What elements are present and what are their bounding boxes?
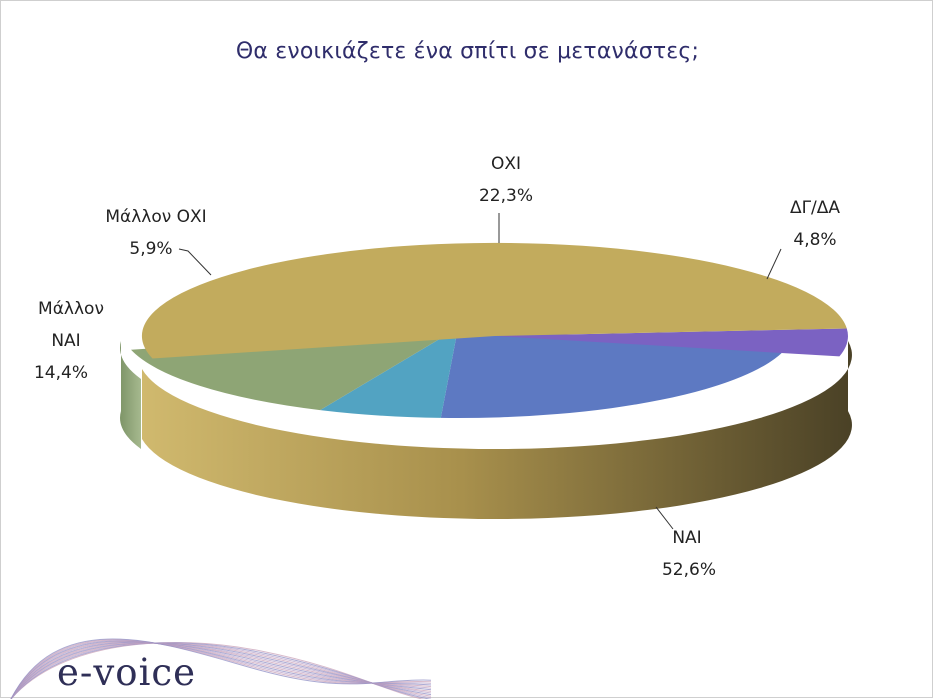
slice-nai: [141, 242, 847, 359]
swoosh-line: [10, 638, 432, 699]
pie-side-walls: [120, 341, 852, 520]
label-mallon-oxi-name: Μάλλον ΟΧΙ: [105, 207, 206, 227]
label-nai-name: ΝΑΙ: [672, 528, 701, 548]
e-voice-logo: e-voice: [57, 651, 197, 694]
leader-line-mallon-oxi: [178, 248, 212, 276]
label-oxi-name: ΟΧΙ: [491, 154, 521, 174]
slice-mallon-oxi: [320, 328, 458, 418]
logo-swoosh: [10, 638, 432, 699]
leader-line-nai: [655, 506, 674, 530]
label-dgda-value: 4,8%: [793, 230, 836, 250]
label-mallon-nai-line1: Μάλλον: [38, 299, 104, 319]
slice-side-nai: [142, 341, 852, 520]
slice-side-mallon-nai: [120, 341, 141, 449]
label-mallon-nai-value: 14,4%: [34, 363, 88, 383]
chart-title: Θα ενοικιάζετε ένα σπίτι σε μετανάστες;: [235, 39, 700, 64]
label-nai-value: 52,6%: [662, 560, 716, 580]
leader-lines: [178, 213, 782, 530]
label-mallon-oxi-value: 5,9%: [129, 239, 172, 259]
leader-line-dgda: [766, 248, 782, 280]
slice-oxi: [440, 328, 787, 419]
label-oxi-value: 22,3%: [479, 186, 533, 206]
label-mallon-nai-line2: ΝΑΙ: [51, 331, 80, 351]
slice-dgda: [495, 328, 848, 357]
label-dgda-name: ΔΓ/ΔΑ: [790, 198, 840, 218]
swoosh-line: [10, 642, 432, 699]
